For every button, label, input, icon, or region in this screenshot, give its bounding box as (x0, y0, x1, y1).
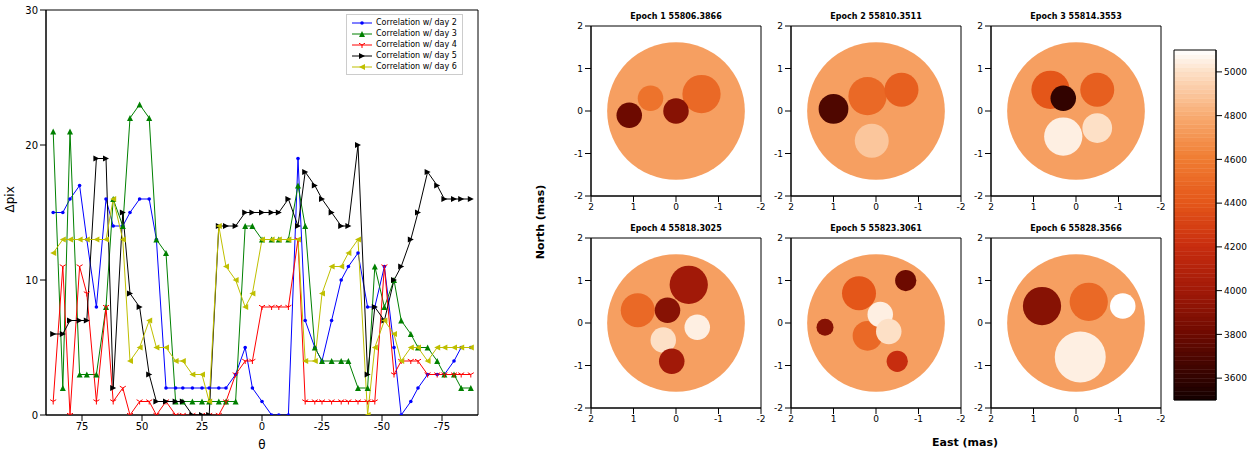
svg-text:-2: -2 (1157, 414, 1165, 424)
html-text:Correlation w/ day 2: Correlation w/ day 2 (376, 18, 457, 27)
svg-text:2: 2 (588, 414, 594, 424)
svg-text:0: 0 (977, 106, 983, 116)
svg-text:1: 1 (577, 276, 583, 286)
html-text:Correlation w/ day 4: Correlation w/ day 4 (376, 40, 457, 49)
svg-text:0: 0 (32, 410, 38, 421)
html-text:Epoch 4 55818.3025: Epoch 4 55818.3025 (630, 224, 722, 233)
html-text:Epoch 3 55814.3553: Epoch 3 55814.3553 (1030, 12, 1122, 21)
svg-text:-75: -75 (434, 421, 450, 432)
svg-text:-2: -2 (957, 414, 965, 424)
svg-text:1: 1 (577, 64, 583, 74)
svg-text:0: 0 (777, 318, 783, 328)
svg-text:1: 1 (777, 276, 783, 286)
svg-text:0: 0 (1073, 414, 1079, 424)
svg-text:-1: -1 (714, 414, 723, 424)
svg-text:-2: -2 (757, 202, 765, 212)
html-text:Epoch 6 55828.3566: Epoch 6 55828.3566 (1030, 224, 1122, 233)
html-text:Correlation w/ day 5: Correlation w/ day 5 (376, 51, 457, 60)
svg-text:1: 1 (977, 64, 983, 74)
svg-text:-1: -1 (774, 361, 783, 371)
svg-text:2: 2 (988, 202, 994, 212)
svg-text:4600: 4600 (1224, 155, 1247, 165)
svg-text:1: 1 (831, 414, 837, 424)
svg-text:5000: 5000 (1224, 67, 1247, 77)
svg-text:-1: -1 (774, 149, 783, 159)
svg-text:3800: 3800 (1224, 330, 1247, 340)
svg-text:2: 2 (788, 202, 794, 212)
svg-text:25: 25 (196, 421, 209, 432)
svg-text:2: 2 (977, 233, 983, 243)
svg-text:-2: -2 (957, 202, 965, 212)
svg-text:0: 0 (777, 106, 783, 116)
html-text:Epoch 2 55810.3511: Epoch 2 55810.3511 (830, 12, 922, 21)
svg-text:2: 2 (577, 21, 583, 31)
svg-text:-2: -2 (774, 403, 783, 413)
svg-text:-25: -25 (314, 421, 330, 432)
svg-text:4400: 4400 (1224, 198, 1247, 208)
svg-text:-2: -2 (774, 191, 783, 201)
svg-text:0: 0 (673, 414, 679, 424)
html-text:North (mas): North (mas) (533, 184, 547, 260)
svg-text:2: 2 (777, 21, 783, 31)
html-text:Correlation w/ day 3: Correlation w/ day 3 (376, 29, 457, 38)
svg-text:2: 2 (777, 233, 783, 243)
svg-text:-1: -1 (914, 414, 923, 424)
svg-text:-1: -1 (1114, 202, 1123, 212)
svg-text:-2: -2 (974, 191, 983, 201)
svg-text:0: 0 (873, 414, 879, 424)
svg-text:2: 2 (788, 414, 794, 424)
svg-text:-1: -1 (574, 361, 583, 371)
html-text:Correlation w/ day 6: Correlation w/ day 6 (376, 62, 457, 71)
svg-text:1: 1 (631, 414, 637, 424)
svg-text:-2: -2 (574, 191, 583, 201)
svg-text:1: 1 (1031, 414, 1037, 424)
svg-text:75: 75 (76, 421, 89, 432)
svg-text:2: 2 (988, 414, 994, 424)
svg-text:4200: 4200 (1224, 242, 1247, 252)
html-text:East (mas): East (mas) (932, 436, 998, 449)
svg-text:0: 0 (577, 318, 583, 328)
svg-text:0: 0 (977, 318, 983, 328)
svg-text:0: 0 (577, 106, 583, 116)
svg-text:-1: -1 (974, 149, 983, 159)
svg-text:30: 30 (25, 5, 38, 16)
svg-text:1: 1 (777, 64, 783, 74)
svg-text:-1: -1 (574, 149, 583, 159)
svg-text:0: 0 (1073, 202, 1079, 212)
svg-text:-1: -1 (914, 202, 923, 212)
svg-text:0: 0 (259, 421, 265, 432)
html-text:Epoch 5 55823.3061: Epoch 5 55823.3061 (830, 224, 922, 233)
svg-text:1: 1 (1031, 202, 1037, 212)
svg-text:1: 1 (831, 202, 837, 212)
svg-text:Δpix: Δpix (3, 186, 17, 212)
svg-text:-1: -1 (974, 361, 983, 371)
svg-text:-2: -2 (757, 414, 765, 424)
svg-text:-1: -1 (1114, 414, 1123, 424)
svg-text:10: 10 (25, 275, 38, 286)
svg-text:-1: -1 (714, 202, 723, 212)
svg-text:2: 2 (588, 202, 594, 212)
svg-text:-2: -2 (574, 403, 583, 413)
svg-text:0: 0 (673, 202, 679, 212)
svg-text:3600: 3600 (1224, 373, 1247, 383)
svg-text:2: 2 (977, 21, 983, 31)
svg-text:0: 0 (873, 202, 879, 212)
html-text:Epoch 1 55806.3866: Epoch 1 55806.3866 (630, 12, 722, 21)
svg-text:1: 1 (631, 202, 637, 212)
svg-text:4000: 4000 (1224, 286, 1247, 296)
svg-text:-2: -2 (1157, 202, 1165, 212)
svg-text:θ: θ (258, 438, 265, 452)
svg-text:2: 2 (577, 233, 583, 243)
svg-text:-50: -50 (374, 421, 390, 432)
svg-text:1: 1 (977, 276, 983, 286)
svg-text:4800: 4800 (1224, 111, 1247, 121)
svg-text:-2: -2 (974, 403, 983, 413)
svg-text:50: 50 (136, 421, 149, 432)
svg-text:20: 20 (25, 140, 38, 151)
